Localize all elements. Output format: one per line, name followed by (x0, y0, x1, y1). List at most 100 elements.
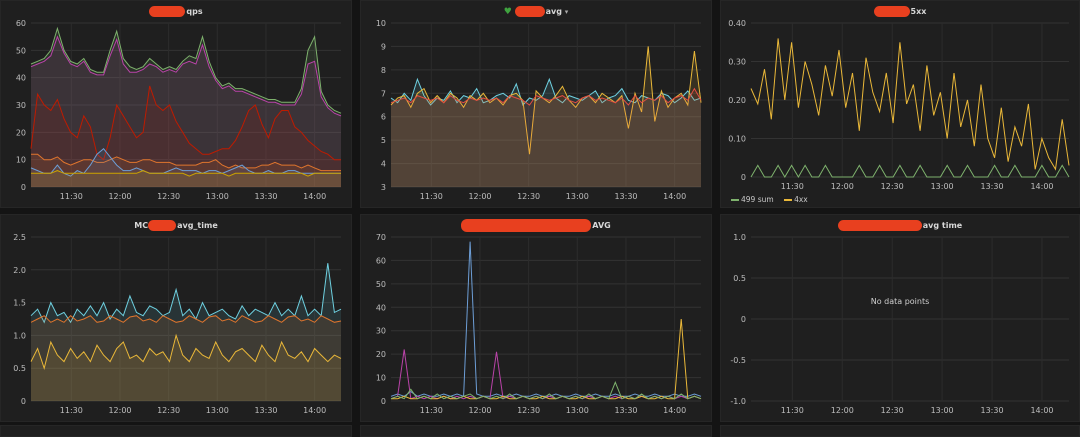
series-area (391, 88, 701, 187)
panel-avg-2[interactable]: AVG 0 10 20 30 40 50 60 70 11:30 12:00 12:30 13:00 1… (360, 214, 712, 422)
panel-mc-avg-time[interactable]: MC avg_time 0 0.5 1.0 1.5 2.0 2.5 11:30 12:00 12:… (0, 214, 352, 422)
series-line (390, 241, 702, 397)
panel-title[interactable]: 5xx (721, 5, 1079, 19)
y-tick-label: 9 (381, 42, 386, 51)
panel-avg-time[interactable]: avg time -1.0 -0.5 0 0.5 1.0 11:30 12:00 12:30 1… (720, 214, 1080, 422)
x-tick-label: 14:00 (663, 192, 686, 201)
x-tick-label: 13:30 (981, 406, 1004, 415)
y-tick-label: 3 (381, 183, 386, 192)
x-tick-label: 14:00 (303, 192, 326, 201)
y-tick-label: 1.0 (733, 233, 746, 242)
y-tick-label: 50 (16, 46, 26, 55)
y-tick-label: 0.30 (728, 58, 746, 67)
panel-partial[interactable] (720, 425, 1080, 437)
x-tick-label: 14:00 (303, 406, 326, 415)
x-tick-label: 11:30 (60, 406, 83, 415)
y-tick-label: 0.5 (13, 364, 26, 373)
chevron-down-icon[interactable]: ▾ (564, 8, 569, 16)
x-tick-label: 12:30 (157, 406, 180, 415)
redacted-mark (149, 6, 186, 17)
x-tick-label: 13:00 (566, 406, 589, 415)
y-tick-label: 2.0 (13, 266, 26, 275)
y-tick-label: 0 (21, 183, 26, 192)
y-tick-label: 7 (381, 89, 386, 98)
redacted-mark (873, 6, 910, 17)
x-tick-label: 11:30 (781, 406, 804, 415)
avg-chart: 3 4 5 6 7 8 9 10 11:30 12:00 12:30 13:00 13:30 14:00 (376, 19, 702, 201)
panel-avg[interactable]: ♥ avg ▾ 3 4 5 6 7 8 9 10 11:30 12:00 12:30 13:00 13:… (360, 0, 712, 208)
series-area (31, 85, 341, 187)
series-line (390, 380, 702, 400)
mc-avg-time-chart: 0 0.5 1.0 1.5 2.0 2.5 11:30 12:00 12:30 13:00 13:3… (13, 233, 342, 415)
x-tick-label: 12:00 (108, 192, 131, 201)
x-tick-label: 13:00 (931, 406, 954, 415)
x-tick-label: 13:00 (566, 192, 589, 201)
x-tick-label: 13:30 (614, 192, 637, 201)
y-tick-label: 50 (376, 280, 386, 289)
y-tick-label: 0.10 (728, 135, 746, 144)
y-tick-label: 0 (741, 173, 746, 182)
x-tick-label: 14:00 (1030, 182, 1053, 191)
redacted-mark (461, 219, 592, 232)
x-tick-label: 13:30 (254, 406, 277, 415)
5xx-chart: 0 0.10 0.20 0.30 0.40 11:30 12:00 12:30 13:00 13:… (728, 19, 1070, 191)
panel-title[interactable]: MC avg_time (134, 220, 218, 231)
x-tick-label: 12:00 (108, 406, 131, 415)
x-tick-label: 12:30 (881, 182, 904, 191)
y-tick-label: 1.5 (13, 299, 26, 308)
avg-time-chart: -1.0 -0.5 0 0.5 1.0 11:30 12:00 12:30 13:00 13:30… (730, 233, 1069, 415)
series-line (390, 87, 702, 106)
y-tick-label: -0.5 (730, 356, 746, 365)
series-area (31, 170, 341, 187)
x-tick-label: 14:00 (1030, 406, 1053, 415)
y-tick-label: 0 (21, 397, 26, 406)
x-tick-label: 13:00 (931, 182, 954, 191)
panel-title[interactable]: ♥ avg ▾ (503, 6, 569, 17)
y-tick-label: 60 (16, 19, 26, 28)
panel-title[interactable]: avg time (721, 219, 1079, 233)
x-tick-label: 12:30 (517, 406, 540, 415)
panel-title[interactable]: AVG (361, 219, 711, 233)
panel-qps[interactable]: qps 0 10 20 30 40 50 60 11:30 12:00 12:30 13:00 13:… (0, 0, 352, 208)
x-tick-label: 12:00 (468, 192, 491, 201)
series-line (31, 153, 341, 172)
x-tick-label: 12:30 (517, 192, 540, 201)
y-tick-label: 10 (376, 19, 386, 28)
redacted-mark (837, 220, 922, 231)
y-tick-label: 40 (376, 303, 386, 312)
panel-partial[interactable] (360, 425, 712, 437)
series-line (31, 170, 341, 177)
x-tick-label: 14:00 (663, 406, 686, 415)
series-line (30, 315, 342, 323)
series-area (391, 46, 701, 188)
y-tick-label: 0.40 (728, 19, 746, 28)
y-tick-label: 0 (381, 397, 386, 406)
x-tick-label: 12:00 (831, 406, 854, 415)
series-line (30, 35, 342, 117)
y-tick-label: 6 (381, 113, 386, 122)
series-line (750, 164, 1070, 178)
x-tick-label: 13:00 (206, 192, 229, 201)
legend-item-499-sum[interactable]: 499 sum (731, 195, 774, 204)
series-line (30, 333, 342, 370)
series-line (30, 26, 342, 114)
panel-partial[interactable] (0, 425, 352, 437)
series-line (30, 263, 342, 324)
y-tick-label: 0 (741, 315, 746, 324)
legend-item-4xx[interactable]: 4xx (784, 195, 808, 204)
avg-2-chart: 0 10 20 30 40 50 60 70 11:30 12:00 12:30 13:00 13:30… (376, 233, 702, 415)
x-tick-label: 11:30 (420, 406, 443, 415)
panel-5xx[interactable]: 5xx 0 0.10 0.20 0.30 0.40 11:30 12:00 12:30 13:0… (720, 0, 1080, 208)
y-tick-label: 70 (376, 233, 386, 242)
x-tick-label: 13:30 (254, 192, 277, 201)
y-tick-label: 10 (376, 374, 386, 383)
series-line (390, 349, 702, 400)
y-tick-label: 1.0 (13, 331, 26, 340)
x-tick-label: 11:30 (781, 182, 804, 191)
y-tick-label: 20 (16, 128, 26, 137)
y-tick-label: 0.20 (728, 96, 746, 105)
y-tick-label: 4 (381, 160, 386, 169)
qps-chart: 0 10 20 30 40 50 60 11:30 12:00 12:30 13:00 13:30 14… (16, 19, 342, 201)
panel-title[interactable]: qps (1, 5, 351, 19)
